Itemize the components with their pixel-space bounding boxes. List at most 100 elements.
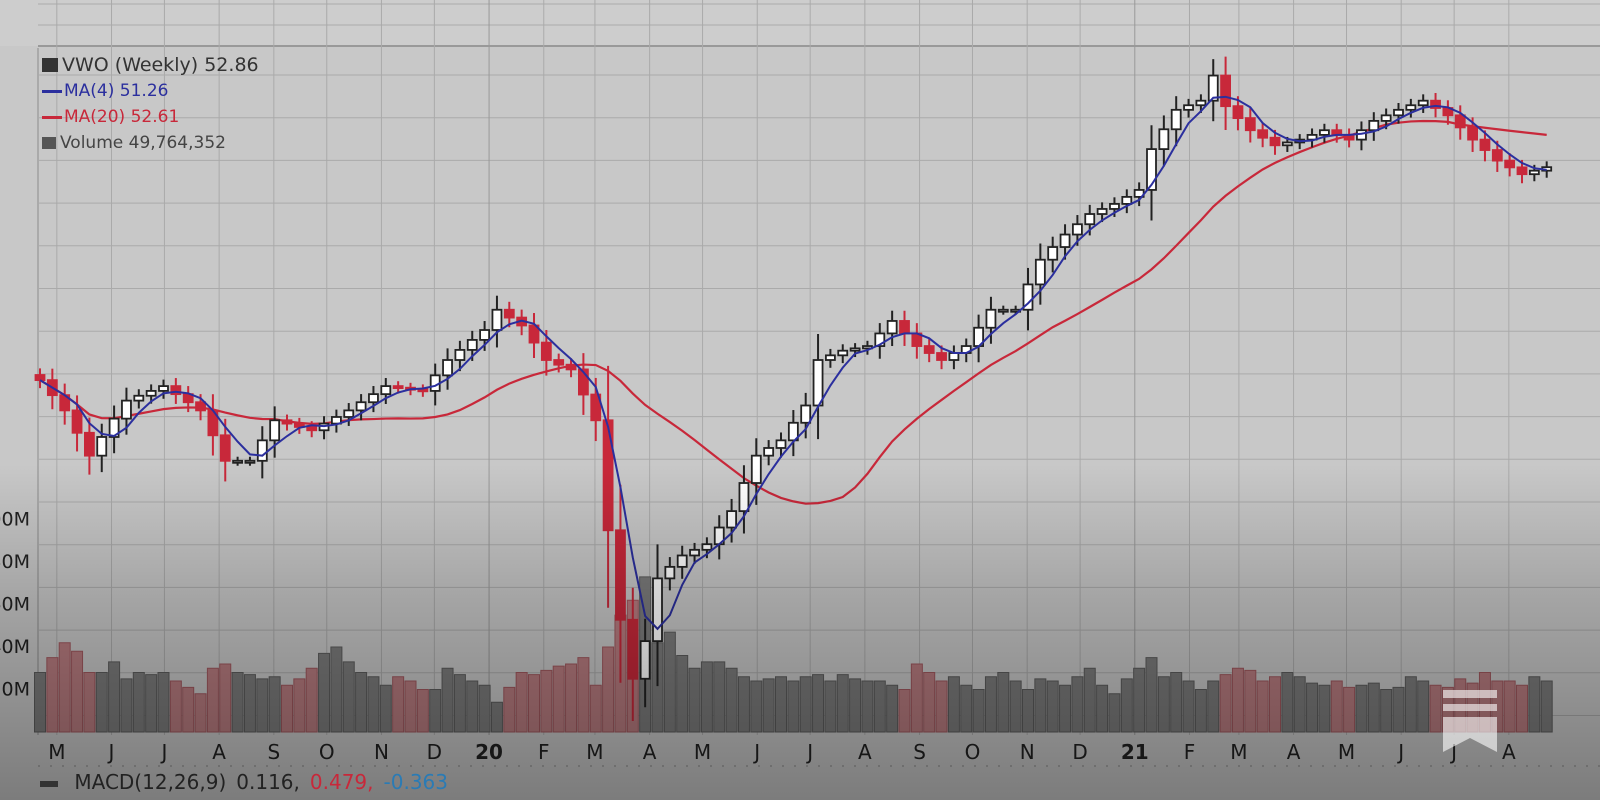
line-swatch-icon (42, 89, 62, 93)
x-tick-label: J (1449, 740, 1457, 764)
volume-tick-label: 80M (0, 551, 30, 573)
candle-body (158, 385, 169, 392)
volume-bar (256, 678, 269, 733)
x-tick-label: A (1287, 740, 1301, 764)
macd-label: MACD(12,26,9) (74, 770, 227, 794)
candle-body (232, 459, 244, 464)
volume-bar (404, 680, 417, 733)
candle-body (689, 548, 700, 557)
volume-bar (997, 672, 1010, 733)
volume-bar (305, 667, 318, 733)
candle-body (355, 401, 367, 412)
volume-bar (392, 676, 405, 733)
volume-bar (342, 661, 355, 733)
x-tick-label: D (427, 740, 442, 764)
candle-body (1047, 246, 1059, 261)
volume-bar (1367, 682, 1380, 733)
candle-body (1269, 136, 1281, 147)
candle-body (503, 308, 515, 319)
candle-body (1528, 169, 1540, 176)
volume-bar (1343, 686, 1356, 733)
candle-body (380, 385, 392, 396)
candle-body (997, 308, 1009, 313)
volume-bar (416, 689, 429, 733)
legend-volume: Volume 49,764,352 (42, 130, 259, 156)
volume-bar (58, 642, 71, 733)
candle-body (195, 401, 206, 412)
volume-bar (1355, 684, 1368, 733)
candle-body (1244, 117, 1256, 132)
volume-bar (120, 678, 133, 733)
volume-bar (886, 684, 899, 733)
candle-body (1417, 99, 1429, 107)
candle-body (825, 354, 836, 361)
volume-bar (503, 686, 516, 733)
candle-body (1183, 104, 1194, 111)
x-tick-label: N (374, 740, 389, 764)
macd-histogram: -0.363 (383, 770, 448, 794)
x-tick-label: O (965, 740, 981, 764)
macd-header: MACD(12,26,9) 0.116, 0.479, -0.363 (40, 770, 458, 794)
x-tick-label: M (694, 740, 711, 764)
candle-body (1405, 104, 1417, 111)
volume-bar (1083, 667, 1096, 733)
candle-body (701, 543, 713, 551)
volume-bar (713, 661, 726, 733)
candle-body (442, 359, 453, 377)
candle-body (738, 482, 750, 513)
volume-bar (935, 680, 948, 733)
x-tick-label: M (1230, 740, 1247, 764)
volume-bar (34, 672, 46, 733)
volume-bar (1417, 680, 1430, 733)
volume-bar (812, 674, 825, 733)
volume-bar (441, 667, 454, 733)
volume-bar (824, 680, 837, 733)
x-tick-label: J (107, 740, 115, 764)
volume-bar (355, 672, 368, 733)
volume-bar (873, 680, 886, 733)
volume-bar (923, 672, 936, 733)
volume-bar (552, 665, 565, 733)
volume-bar (1380, 689, 1393, 733)
volume-bar (1244, 669, 1257, 733)
legend-ma4: MA(4) 51.26 (42, 78, 259, 104)
volume-bar (169, 680, 182, 733)
volume-bar (46, 657, 59, 733)
volume-bar (972, 689, 985, 733)
x-tick-label: F (1184, 740, 1196, 764)
volume-bar (206, 667, 219, 733)
candle-body (1146, 148, 1157, 191)
chart-legend: VWO (Weekly) 52.86 MA(4) 51.26 MA(20) 52… (42, 52, 259, 156)
candle-body (1121, 196, 1133, 205)
line-swatch-icon (42, 115, 62, 119)
volume-bar (379, 684, 392, 733)
candle-body (1368, 119, 1380, 132)
volume-bar (1194, 689, 1207, 733)
volume-bar (1219, 674, 1232, 733)
candle-body (578, 368, 589, 396)
volume-bar (1133, 667, 1146, 733)
candle-body (936, 352, 947, 361)
volume-bar (466, 680, 479, 733)
x-tick-label: J (805, 740, 813, 764)
x-tick-label: A (212, 740, 226, 764)
volume-bar (836, 674, 849, 733)
volume-bar (1540, 680, 1553, 733)
candle-body (664, 565, 676, 580)
volume-tick-label: 60M (0, 594, 30, 616)
x-tick-label: J (159, 740, 167, 764)
candle-body (750, 454, 762, 484)
volume-bar (1170, 672, 1183, 733)
volume-bar (528, 674, 540, 733)
candle-body (281, 419, 293, 425)
legend-ma20-label: MA(20) 52.61 (64, 107, 180, 127)
x-tick-label: M (1338, 740, 1355, 764)
volume-bar (602, 646, 615, 733)
candle-body (726, 510, 737, 529)
legend-price-label: VWO (Weekly) 52.86 (62, 54, 259, 76)
volume-bar (132, 672, 145, 733)
candle-body (170, 385, 182, 396)
candle-body (1281, 141, 1293, 147)
volume-bar (565, 663, 578, 733)
volume-bar (490, 701, 503, 733)
